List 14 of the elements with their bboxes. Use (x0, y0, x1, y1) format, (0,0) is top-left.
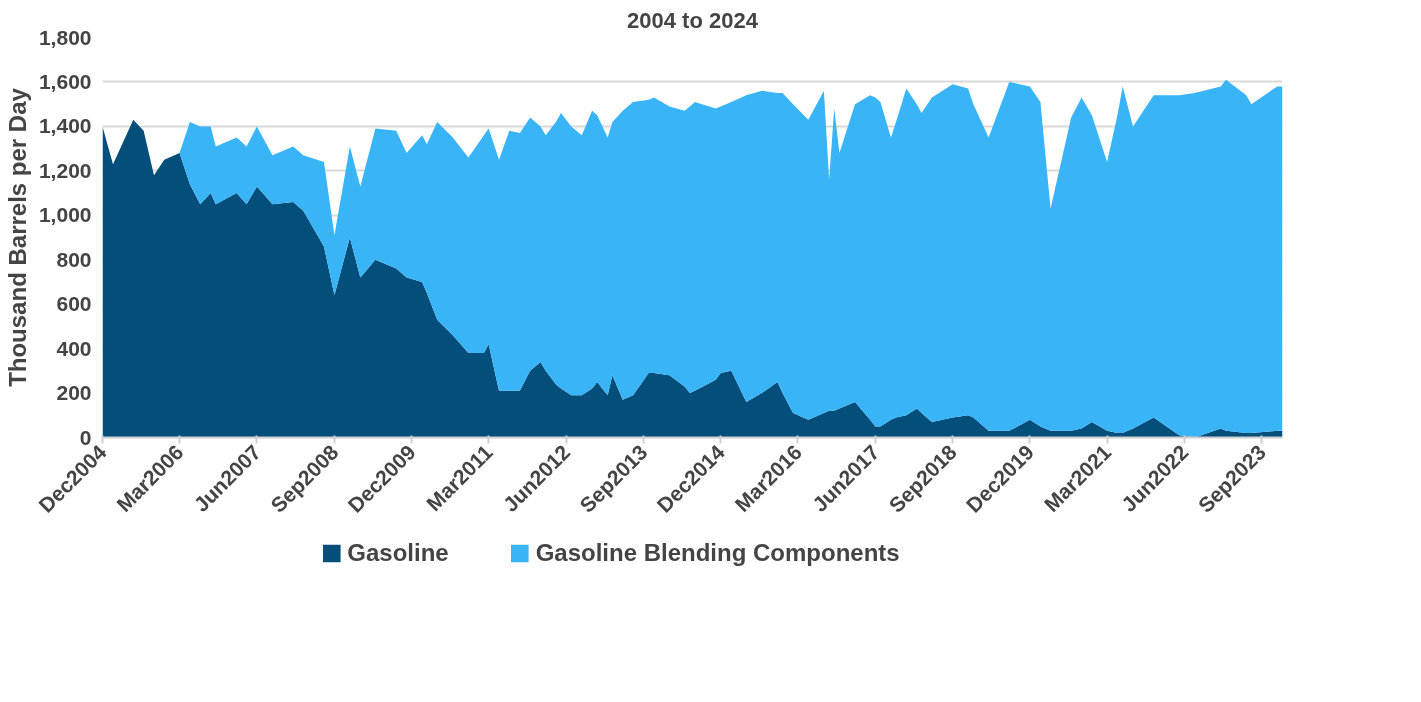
y-tick-label: 0 (79, 425, 92, 449)
legend-label: Gasoline Blending Components (535, 539, 900, 567)
y-tick-label: 800 (56, 247, 92, 271)
y-tick-label: 200 (56, 381, 92, 405)
y-tick-label: 1,400 (38, 114, 92, 138)
y-axis-title: Thousand Barrels per Day (3, 87, 31, 387)
y-tick-label: 600 (56, 292, 92, 316)
y-tick-label: 1,800 (38, 25, 92, 49)
y-tick-label: 1,000 (38, 203, 92, 227)
chart-title: 2004 to 2024 (627, 7, 759, 33)
legend-label: Gasoline (347, 539, 449, 567)
y-tick-label: 1,200 (38, 158, 92, 182)
y-tick-label: 400 (56, 336, 92, 360)
y-tick-label: 1,600 (38, 69, 92, 93)
